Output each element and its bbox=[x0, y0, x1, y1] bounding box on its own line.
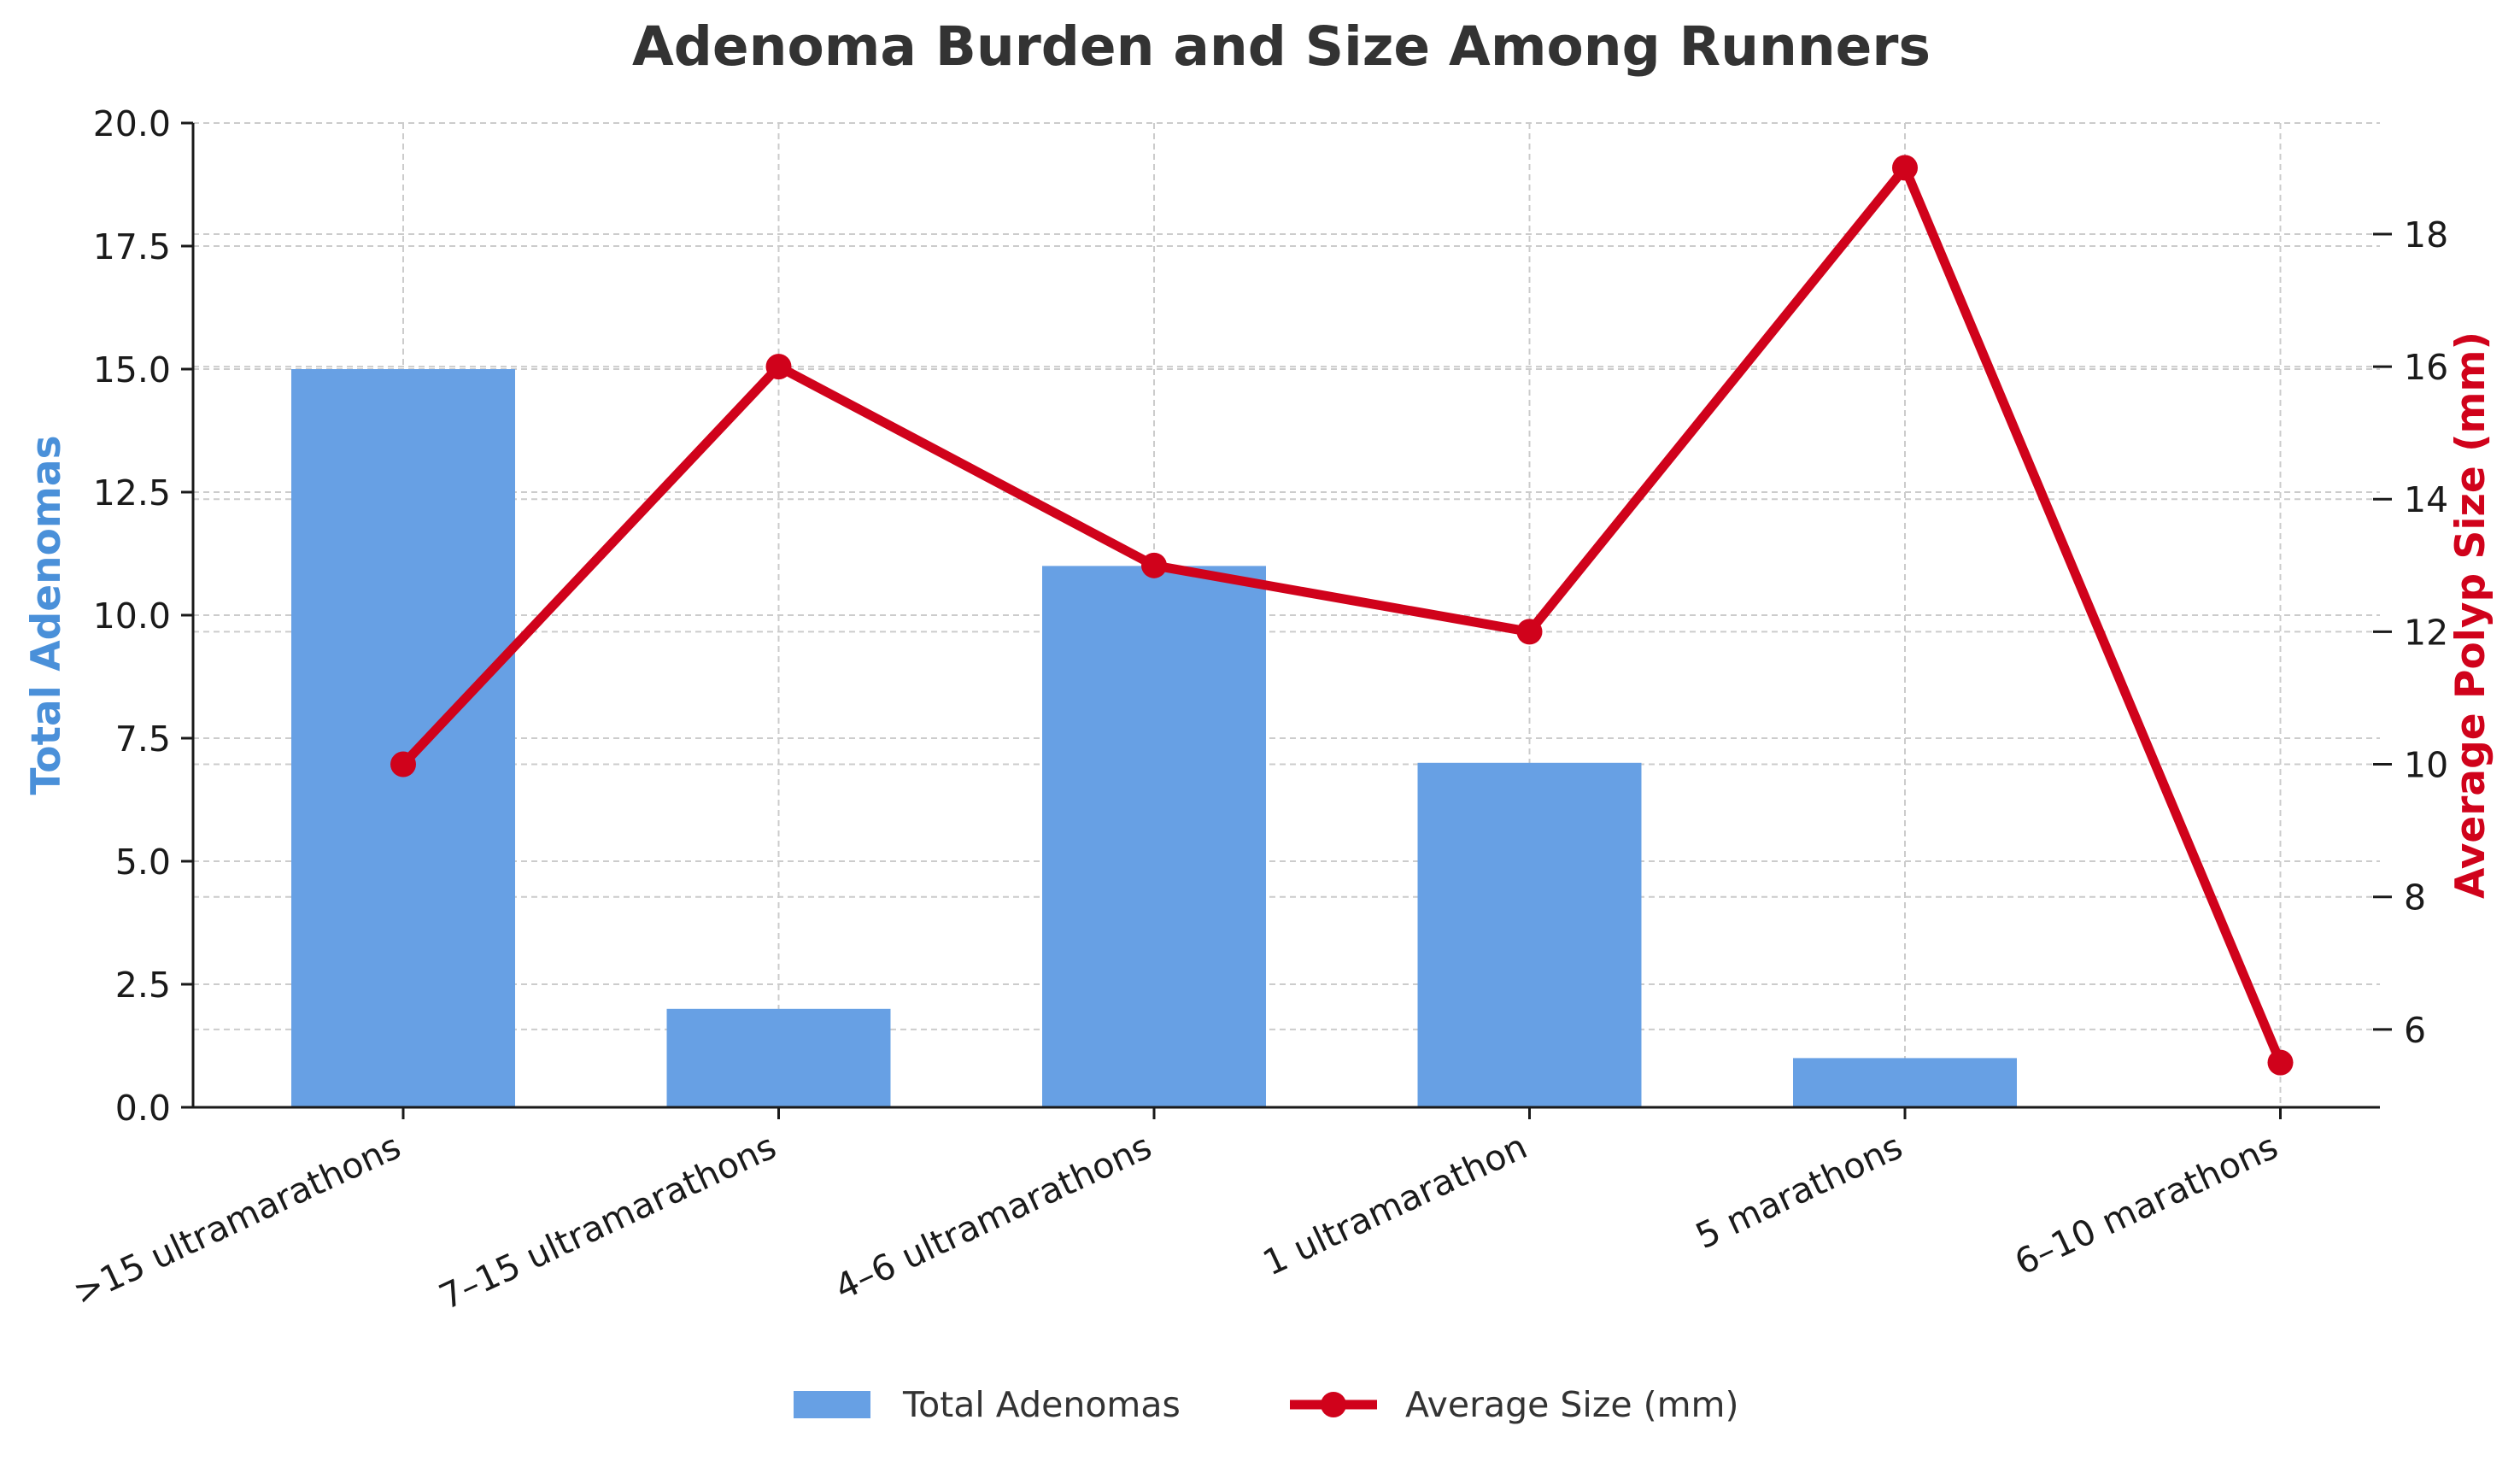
legend-label-total-adenomas: Total Adenomas bbox=[902, 1384, 1181, 1425]
y-right-tick-label: 16 bbox=[2404, 347, 2448, 388]
x-tick-label: 5 marathons bbox=[1690, 1126, 1909, 1258]
line-point bbox=[2267, 1049, 2294, 1076]
bar bbox=[666, 1008, 891, 1107]
y-left-tick-label: 15.0 bbox=[93, 349, 171, 390]
y-left-tick-label: 12.5 bbox=[93, 472, 171, 513]
y-right-tick-label: 12 bbox=[2404, 612, 2448, 653]
line-point bbox=[765, 354, 792, 380]
y-axis-right-title: Average Polyp Size (mm) bbox=[2447, 332, 2494, 899]
y-left-tick-label: 5.0 bbox=[115, 842, 171, 883]
bar bbox=[1042, 566, 1266, 1107]
chart-title: Adenoma Burden and Size Among Runners bbox=[632, 15, 1931, 78]
line-point bbox=[1141, 552, 1167, 578]
y-right-tick-label: 8 bbox=[2404, 877, 2426, 918]
x-tick-label: 7–15 ultramarathons bbox=[433, 1126, 782, 1318]
y-right-tick-label: 14 bbox=[2404, 479, 2448, 520]
axes bbox=[181, 121, 2392, 1119]
y-axis-left-title: Total Adenomas bbox=[23, 435, 70, 795]
line-point bbox=[1892, 155, 1918, 181]
y-left-tick-label: 17.5 bbox=[93, 226, 171, 267]
bar bbox=[1793, 1058, 2017, 1107]
y-right-tick-label: 6 bbox=[2404, 1010, 2426, 1051]
y-right-tick-label: 10 bbox=[2404, 745, 2448, 786]
bar bbox=[1417, 762, 1642, 1107]
y-left-tick-label: 20.0 bbox=[93, 103, 171, 144]
y-right-tick-label: 18 bbox=[2404, 214, 2448, 255]
y-left-tick-label: 2.5 bbox=[115, 965, 171, 1006]
line-point bbox=[390, 751, 416, 778]
bar-series-total-adenomas bbox=[291, 369, 2017, 1107]
line-average-size bbox=[398, 162, 2285, 1068]
legend-label-average-size: Average Size (mm) bbox=[1405, 1384, 1738, 1425]
line-series-average-size bbox=[390, 155, 2294, 1076]
legend: Total Adenomas Average Size (mm) bbox=[794, 1384, 1738, 1425]
legend-marker-average-size bbox=[1321, 1392, 1346, 1417]
x-tick-label: 1 ultramarathon bbox=[1257, 1126, 1533, 1284]
bar bbox=[291, 369, 515, 1107]
x-tick-label: 6–10 marathons bbox=[2008, 1126, 2283, 1283]
legend-swatch-total-adenomas bbox=[794, 1391, 870, 1418]
y-left-tick-label: 7.5 bbox=[115, 719, 171, 760]
y-left-tick-label: 10.0 bbox=[93, 596, 171, 637]
x-tick-label: 4–6 ultramarathons bbox=[829, 1126, 1157, 1309]
y-left-tick-label: 0.0 bbox=[115, 1088, 171, 1129]
line-point bbox=[1516, 619, 1543, 645]
x-tick-label: >15 ultramarathons bbox=[67, 1126, 407, 1314]
grid-lines bbox=[193, 122, 2380, 1108]
